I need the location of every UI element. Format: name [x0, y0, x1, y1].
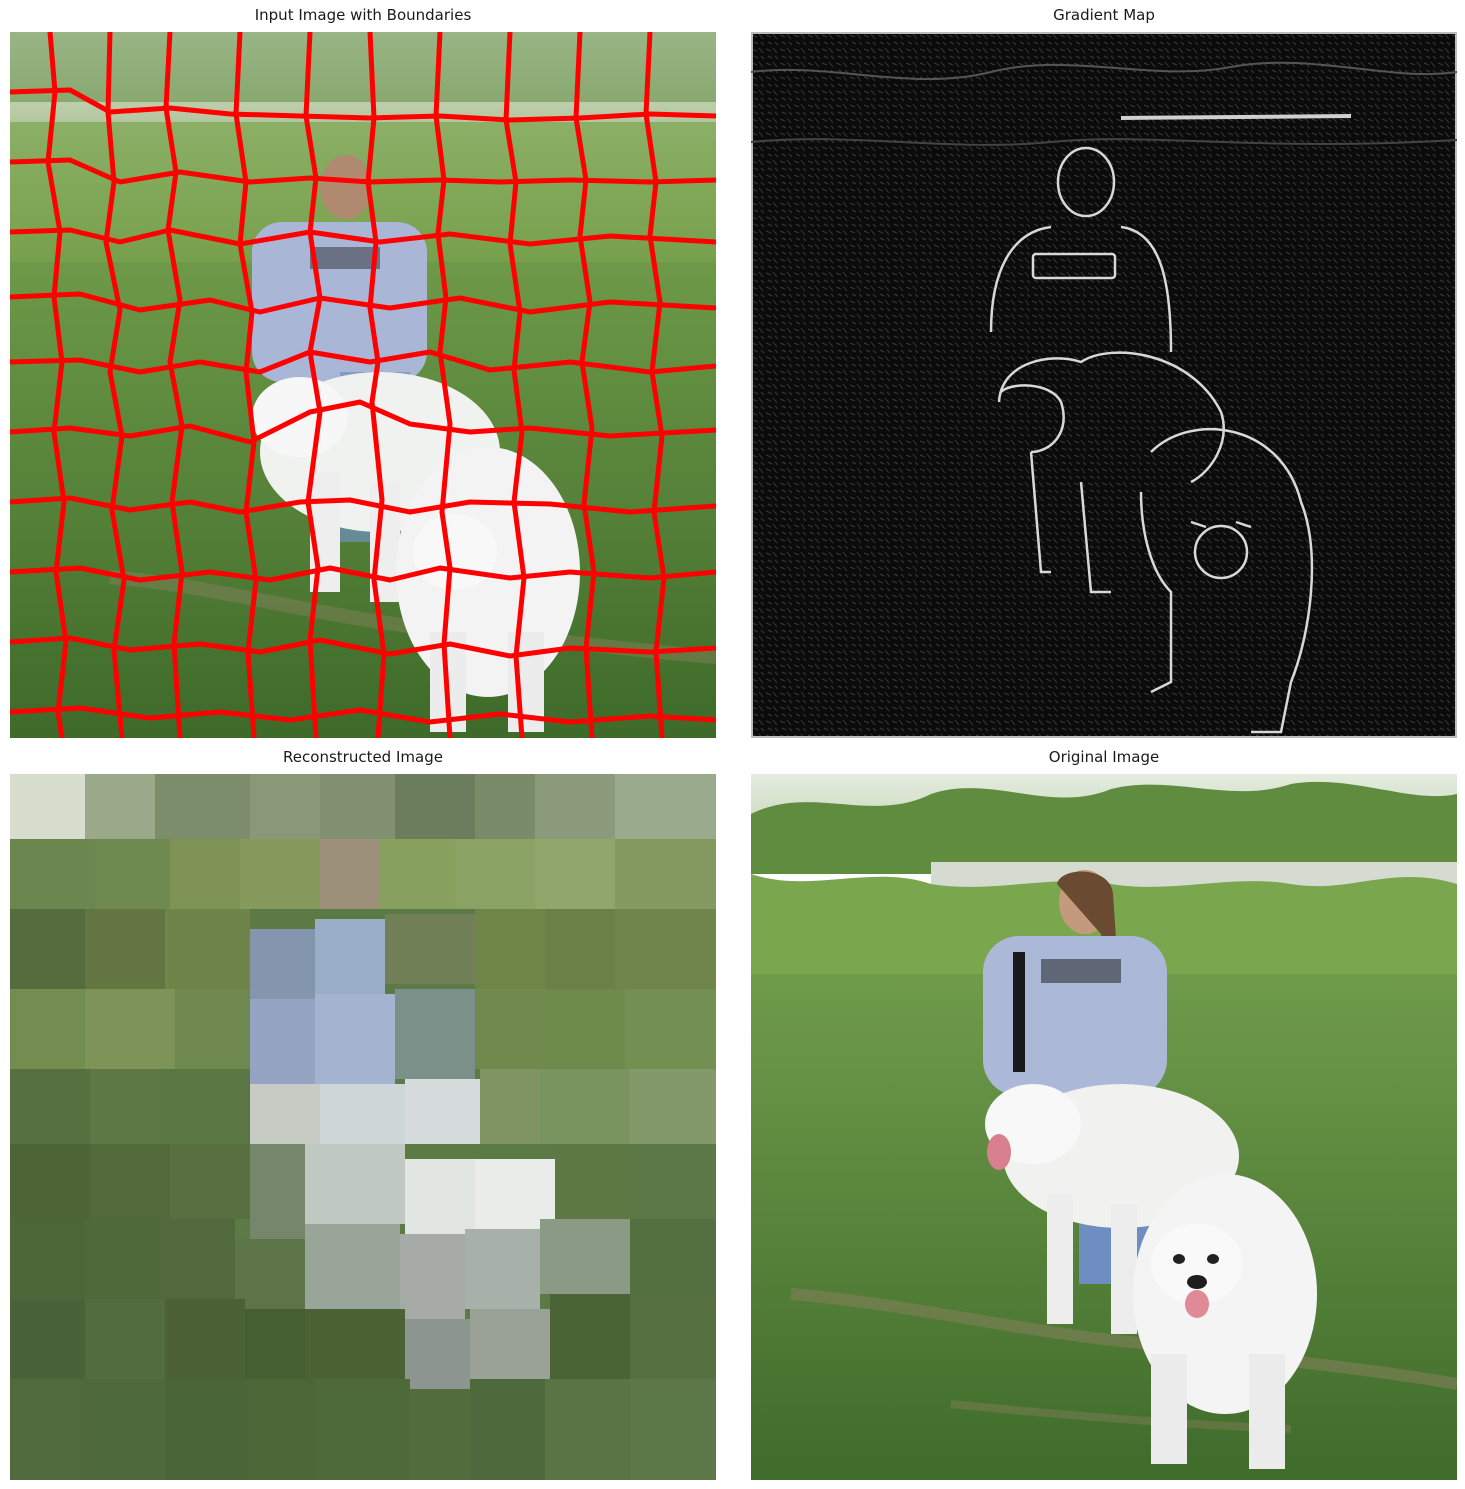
edge-outlines	[989, 146, 1314, 734]
superpixel-tiles	[10, 774, 716, 1480]
reconstructed-svg	[10, 774, 716, 1480]
panel-title: Original Image	[1048, 748, 1160, 766]
reconstructed-image	[10, 774, 716, 1480]
panel-title: Input Image with Boundaries	[254, 6, 472, 24]
boundary-overlay-svg	[10, 32, 716, 738]
panel-title: Gradient Map	[1053, 6, 1155, 24]
superpixel-boundaries	[10, 32, 716, 738]
gradient-map-svg	[751, 32, 1457, 738]
panel-title: Reconstructed Image	[283, 748, 443, 766]
gradient-map-image	[751, 32, 1457, 738]
input-image-with-boundaries	[10, 32, 716, 738]
original-image	[751, 774, 1457, 1480]
original-photo-svg	[751, 774, 1457, 1480]
